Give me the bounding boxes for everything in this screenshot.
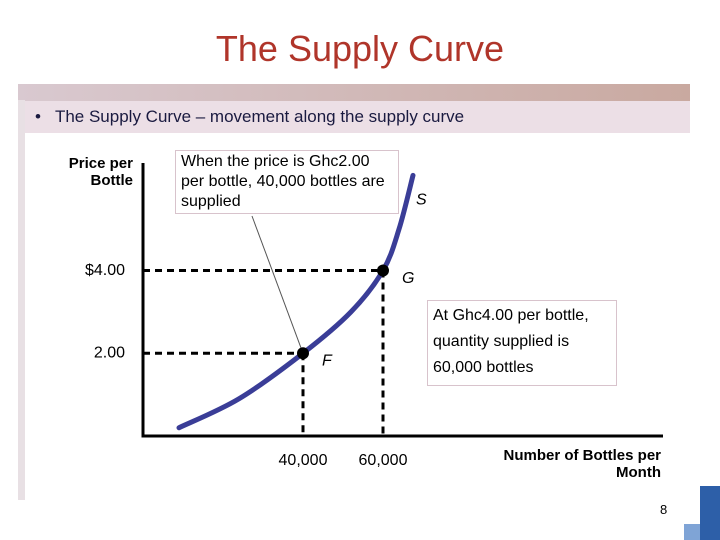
annotation: At Ghc4.00 per bottle, quantity supplied…: [427, 300, 617, 386]
point-label: F: [322, 352, 333, 369]
page-number: 8: [660, 502, 668, 517]
y-tick-label: $4.00: [85, 262, 125, 279]
supply-curve: [176, 172, 416, 431]
point: [377, 264, 389, 277]
x-tick-label: 40,000: [279, 452, 328, 469]
point: [297, 347, 309, 360]
decoration: [700, 486, 720, 540]
side-strip: [18, 100, 25, 500]
point-label: G: [402, 270, 414, 287]
annotation: When the price is Ghc2.00 per bottle, 40…: [175, 150, 399, 214]
bullet-text: The Supply Curve – movement along the su…: [54, 107, 465, 126]
decoration: [684, 524, 700, 540]
x-tick-label: 60,000: [359, 452, 408, 469]
curve-label: S: [416, 192, 427, 209]
bullet: • The Supply Curve – movement along the s…: [25, 101, 690, 133]
y-tick-label: 2.00: [94, 344, 125, 361]
y-axis-label: Price per Bottle: [68, 155, 133, 189]
slide-title: The Supply Curve: [215, 28, 505, 69]
header-band: [18, 84, 690, 101]
x-axis-label: Number of Bottles per Month: [503, 447, 661, 481]
pointer-line: [251, 215, 304, 354]
